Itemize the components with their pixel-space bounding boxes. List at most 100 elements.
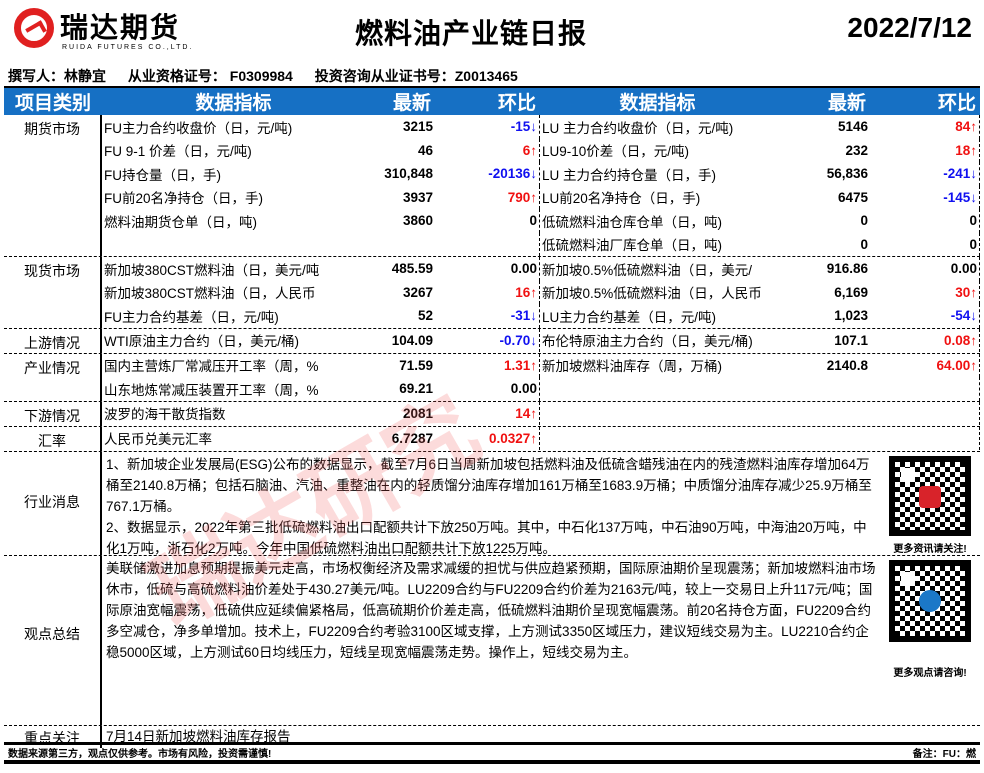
indicator: LU主力合约基差（日，元/吨) — [542, 309, 717, 325]
latest-value: 6,169 — [834, 284, 868, 300]
news-item: 2、数据显示，2022年第三批低硫燃料油出口配额共计下放250万吨。其中，中石化… — [106, 519, 867, 556]
change-value: 0 — [435, 209, 540, 233]
report-title: 燃料油产业链日报 — [355, 18, 588, 49]
table-row: FU主力合约基差（日，元/吨) 52 -31↓ LU主力合约基差（日，元/吨) 1,02… — [102, 304, 980, 328]
table-header: 项目类别 数据指标 最新 环比 数据指标 最新 环比 — [4, 86, 980, 115]
qr-info: 更多资讯请关注! — [880, 452, 980, 555]
indicator: 新加坡燃料油库存（周，万桶) — [542, 359, 722, 375]
report-body: 期货市场 FU主力合约收盘价（日，元/吨) 3215 -15↓ LU 主力合约收盘价（日… — [4, 115, 980, 748]
change-value: 0.0327↑ — [435, 426, 540, 450]
table-row: FU持仓量（日，手) 310,848 -20136↓ LU 主力合约持仓量（日，手) 5… — [102, 162, 980, 186]
change-value — [870, 426, 980, 450]
table-row: 新加坡380CST燃料油（日，人民币 3267 16↑ 新加坡0.5%低硫燃料油（日，… — [102, 280, 980, 304]
latest-value: 1,023 — [834, 308, 868, 324]
table-row: FU前20名净持仓（日，手) 3937 790↑ LU前20名净持仓（日，手) 6475… — [102, 185, 980, 209]
table-row: 国内主营炼厂常减压开工率（周，% 71.59 1.31↑ 新加坡燃料油库存（周，万桶)… — [102, 353, 980, 377]
indicator: 低硫燃料油仓库仓单（日，吨) — [542, 214, 722, 230]
table-row: FU 9-1 价差（日，元/吨) 46 6↑ LU9-10价差（日，元/吨) 232 18… — [102, 138, 980, 162]
section-label: 上游情况 — [4, 328, 102, 353]
change-value: 0.00 — [870, 257, 980, 281]
section-label: 期货市场 — [4, 115, 102, 256]
table-row: 新加坡380CST燃料油（日，美元/吨 485.59 0.00 新加坡0.5%低硫燃料… — [102, 257, 980, 281]
col-indicator: 数据指标 — [195, 93, 272, 114]
change-value — [435, 232, 540, 256]
qr-caption: 更多观点请咨询! — [893, 667, 967, 679]
indicator: LU9-10价差（日，元/吨) — [542, 144, 690, 160]
latest-value: 2081 — [402, 405, 433, 421]
views-text: 美联储激进加息预期提振美元走高，市场权衡经济及需求减缓的担忧与供应趋紧预期，国际… — [106, 560, 876, 660]
table-row: 山东地炼常减压装置开工率（周，% 69.21 0.00 — [102, 377, 980, 401]
footer-note: 备注：FU：燃 — [912, 749, 976, 760]
footer: 数据来源第三方，观点仅供参考。市场有风险，投资需谨慎! 备注：FU：燃 — [4, 742, 980, 764]
qr-caption: 更多资讯请关注! — [893, 543, 967, 555]
change-value: -20136↓ — [435, 162, 540, 186]
indicator: LU 主力合约持仓量（日，手) — [542, 167, 717, 183]
table-row: 波罗的海干散货指数 2081 14↑ — [102, 401, 980, 425]
section-2: 上游情况 WTI原油主力合约（日，美元/桶) 104.09 -0.70↓ 布伦特原油主力… — [4, 328, 980, 354]
latest-value: 6.7287 — [391, 430, 433, 446]
latest-value: 2140.8 — [826, 357, 868, 373]
section-label: 现货市场 — [4, 257, 102, 328]
logo-subtext: RUIDA FUTURES CO.,LTD. — [62, 44, 194, 51]
report-header: 瑞达期货 RUIDA FUTURES CO.,LTD. 燃料油产业链日报 202… — [0, 0, 984, 62]
indicator: LU前20名净持仓（日，手) — [542, 191, 701, 207]
indicator: 人民币兑美元汇率 — [104, 432, 212, 448]
latest-value: 5146 — [837, 119, 868, 135]
news-section: 行业消息 1、新加坡企业发展局(ESG)公布的数据显示，截至7月6日当周新加坡包… — [4, 451, 980, 556]
latest-value: 485.59 — [391, 261, 433, 277]
change-value: 64.00↑ — [870, 353, 980, 377]
col-latest-2: 最新 — [827, 93, 866, 114]
latest-value: 916.86 — [826, 261, 868, 277]
change-value: -0.70↓ — [435, 328, 540, 352]
focus-text: 7月14日新加坡燃料油库存报告 — [106, 728, 291, 744]
change-value: -31↓ — [435, 304, 540, 328]
qr-consult: 更多观点请咨询! — [880, 556, 980, 725]
change-value: 790↑ — [435, 185, 540, 209]
change-value: 6↑ — [435, 138, 540, 162]
indicator: 布伦特原油主力合约（日，美元/桶) — [542, 334, 753, 350]
table-row: 燃料油期货仓单（日，吨) 3860 0 低硫燃料油仓库仓单（日，吨) 0 0 — [102, 209, 980, 233]
table-row: WTI原油主力合约（日，美元/桶) 104.09 -0.70↓ 布伦特原油主力合约（日… — [102, 328, 980, 352]
news-text: 1、新加坡企业发展局(ESG)公布的数据显示，截至7月6日当周新加坡包括燃料油及… — [102, 452, 880, 556]
latest-value: 71.59 — [399, 357, 433, 373]
indicator: 新加坡0.5%低硫燃料油（日，人民币 — [542, 286, 762, 302]
change-value: 14↑ — [435, 401, 540, 425]
change-value: 30↑ — [870, 280, 980, 304]
section-label: 行业消息 — [4, 451, 102, 555]
change-value: 0 — [870, 209, 980, 233]
col-category: 项目类别 — [14, 93, 91, 114]
indicator: FU前20名净持仓（日，手) — [104, 191, 264, 207]
indicator: 山东地炼常减压装置开工率（周，% — [104, 382, 319, 398]
section-label: 下游情况 — [4, 401, 102, 426]
section-0: 期货市场 FU主力合约收盘价（日，元/吨) 3215 -15↓ LU 主力合约收盘价（日… — [4, 115, 980, 257]
views-section: 观点总结 美联储激进加息预期提振美元走高，市场权衡经济及需求减缓的担忧与供应趋紧… — [4, 555, 980, 726]
author-line: 撰写人：林静宜 从业资格证号： F0309984 投资咨询从业证书号：Z0013… — [8, 66, 536, 86]
change-value: 0 — [870, 232, 980, 256]
latest-value: 232 — [845, 142, 868, 158]
col-change-2: 环比 — [937, 93, 976, 114]
indicator: 新加坡0.5%低硫燃料油（日，美元/ — [542, 262, 753, 278]
latest-value: 56,836 — [826, 166, 868, 182]
latest-value: 3267 — [402, 284, 433, 300]
indicator: 波罗的海干散货指数 — [104, 407, 226, 423]
change-value: -241↓ — [870, 162, 980, 186]
latest-value: 3860 — [402, 213, 433, 229]
change-value: 0.00 — [435, 257, 540, 281]
qualification-number: 从业资格证号： F0309984 — [127, 68, 293, 84]
change-value: 0.00 — [435, 377, 540, 401]
change-value: -54↓ — [870, 304, 980, 328]
indicator: 国内主营炼厂常减压开工率（周，% — [104, 359, 319, 375]
col-latest: 最新 — [392, 93, 431, 114]
focus-section: 重点关注 7月14日新加坡燃料油库存报告 — [4, 725, 980, 748]
table-row: 人民币兑美元汇率 6.7287 0.0327↑ — [102, 426, 980, 450]
section-3: 产业情况 国内主营炼厂常减压开工率（周，% 71.59 1.31↑ 新加坡燃料油库存（周… — [4, 353, 980, 402]
latest-value: 310,848 — [384, 166, 433, 182]
indicator: FU主力合约收盘价（日，元/吨) — [104, 120, 293, 136]
change-value: 84↑ — [870, 115, 980, 139]
latest-value: 0 — [860, 236, 868, 252]
latest-value: 3937 — [402, 189, 433, 205]
section-5: 汇率 人民币兑美元汇率 6.7287 0.0327↑ — [4, 426, 980, 452]
disclaimer: 数据来源第三方，观点仅供参考。市场有风险，投资需谨慎! — [8, 749, 272, 760]
section-label: 产业情况 — [4, 353, 102, 401]
indicator: 燃料油期货仓单（日，吨) — [104, 214, 257, 230]
